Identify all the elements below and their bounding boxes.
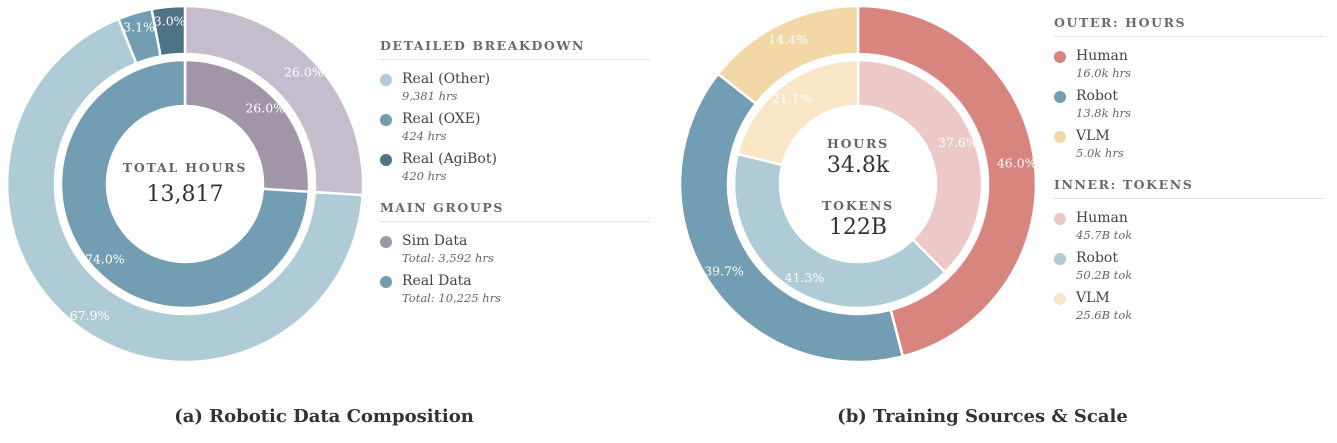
slice-label-outer-real-other: 67.9% (70, 308, 110, 323)
slice-outer-vlm (716, 4, 860, 106)
slice-label-outer-vlm: 14.4% (768, 32, 808, 47)
legend-name: Real (Other) (402, 71, 491, 87)
donut-chart-a: 26.0% 67.9% 3.1%3.0% 26.0% 74.0% TOTAL HOURS… (5, 4, 365, 364)
slice-inner-human (856, 58, 984, 274)
legend-name: Human (1076, 210, 1128, 226)
legend-item-real-data: Real Data Total: 10,225 hrs (380, 272, 650, 306)
legend-name: Real (OXE) (402, 111, 481, 127)
legend-item-inner-human: Human 45.7B tok (1054, 209, 1324, 243)
center-label-hours: HOURS (827, 136, 889, 151)
center-label-total-hours: TOTAL HOURS (123, 160, 247, 175)
legend-name: VLM (1076, 128, 1110, 144)
slice-label-outer-robot: 39.7% (704, 264, 744, 279)
legend-sub: Total: 10,225 hrs (402, 291, 502, 305)
legend-b: OUTER: HOURS Human 16.0k hrs Robot 13.8k… (1054, 15, 1324, 329)
caption-a: (a) Robotic Data Composition (174, 406, 474, 427)
legend-item-outer-human: Human 16.0k hrs (1054, 47, 1324, 81)
legend-dot-outer-human (1054, 51, 1066, 63)
legend-dot-sim-data (380, 236, 392, 248)
legend-item-inner-vlm: VLM 25.6B tok (1054, 289, 1324, 323)
legend-name: Sim Data (402, 233, 468, 249)
slice-outer-real-other (5, 17, 364, 364)
center-label-tokens: TOKENS (822, 198, 894, 213)
legend-sub: 45.7B tok (1076, 228, 1133, 242)
legend-title-main-groups: MAIN GROUPS (380, 200, 650, 222)
panel-robotic-data-composition: 26.0% 67.9% 3.1% 3.0% 26.0% 74.0% TOTAL HOURS… (0, 0, 668, 443)
legend-item-outer-robot: Robot 13.8k hrs (1054, 87, 1324, 121)
legend-item-sim-data: Sim Data Total: 3,592 hrs (380, 232, 650, 266)
legend-item-real-agibot: Real (AgiBot) 420 hrs (380, 150, 650, 184)
legend-sub: 420 hrs (402, 169, 447, 183)
legend-title-outer-hours: OUTER: HOURS (1054, 15, 1324, 37)
slice-label-outer-human: 46.0% (997, 156, 1037, 171)
legend-sub: 13.8k hrs (1076, 106, 1132, 120)
slice-label-inner-human: 37.6% (938, 135, 978, 150)
legend-sub: 5.0k hrs (1076, 146, 1124, 160)
legend-sub: 16.0k hrs (1076, 66, 1132, 80)
legend-sub: Total: 3,592 hrs (402, 251, 494, 265)
legend-sub: 25.6B tok (1076, 308, 1133, 322)
center-value-hours: 34.8k (827, 153, 890, 178)
legend-item-real-oxe: Real (OXE) 424 hrs (380, 110, 650, 144)
legend-name: VLM (1076, 290, 1110, 306)
legend-dot-real-other (380, 74, 392, 86)
caption-b: (b) Training Sources & Scale (837, 406, 1128, 427)
legend-item-real-other: Real (Other) 9,381 hrs (380, 70, 650, 104)
legend-dot-inner-human (1054, 213, 1066, 225)
legend-a: DETAILED BREAKDOWN Real (Other) 9,381 hr… (380, 38, 650, 312)
slice-inner-robot (732, 152, 947, 310)
slice-label-inner-real: 74.0% (85, 251, 125, 266)
legend-dot-real-oxe (380, 114, 392, 126)
slice-label-outer-sim: 26.0% (284, 64, 324, 79)
slice-label-inner-robot: 41.3% (785, 270, 825, 285)
slice-label-inner-vlm: 21.1% (772, 91, 812, 106)
slice-label-outer-real-agibot: 3.0% (154, 14, 186, 29)
slice-label-inner-sim: 26.0% (245, 101, 285, 116)
legend-dot-inner-vlm (1054, 293, 1066, 305)
slice-label-outer-real-oxe: 3.1% (123, 20, 155, 35)
legend-sub: 424 hrs (402, 129, 447, 143)
legend-name: Robot (1076, 88, 1118, 104)
slice-outer-real-agibot (150, 4, 187, 58)
legend-sub: 50.2B tok (1076, 268, 1133, 282)
slice-inner-real (59, 58, 311, 310)
legend-dot-real-data (380, 276, 392, 288)
center-value-total-hours: 13,817 (147, 182, 224, 207)
legend-dot-outer-robot (1054, 91, 1066, 103)
donut-chart-b: 46.0% 39.7% 14.4% 37.6% 41.3% 21.1% HOURS 34.… (678, 4, 1038, 364)
legend-name: Human (1076, 48, 1128, 64)
slice-inner-vlm (736, 58, 860, 167)
slice-outer-human (856, 4, 1038, 358)
legend-item-outer-vlm: VLM 5.0k hrs (1054, 127, 1324, 161)
legend-dot-outer-vlm (1054, 131, 1066, 143)
legend-title-inner-tokens: INNER: TOKENS (1054, 177, 1324, 199)
legend-item-inner-robot: Robot 50.2B tok (1054, 249, 1324, 283)
panel-training-sources-scale: 46.0% 39.7% 14.4% 37.6% 41.3% 21.1% HOURS 34.… (668, 0, 1337, 443)
legend-name: Real Data (402, 273, 472, 289)
legend-name: Real (AgiBot) (402, 151, 497, 167)
legend-name: Robot (1076, 250, 1118, 266)
legend-dot-real-agibot (380, 154, 392, 166)
slice-outer-robot (678, 72, 905, 364)
legend-sub: 9,381 hrs (402, 89, 458, 103)
legend-title-detailed-breakdown: DETAILED BREAKDOWN (380, 38, 650, 60)
center-value-tokens: 122B (829, 215, 887, 240)
legend-dot-inner-robot (1054, 253, 1066, 265)
